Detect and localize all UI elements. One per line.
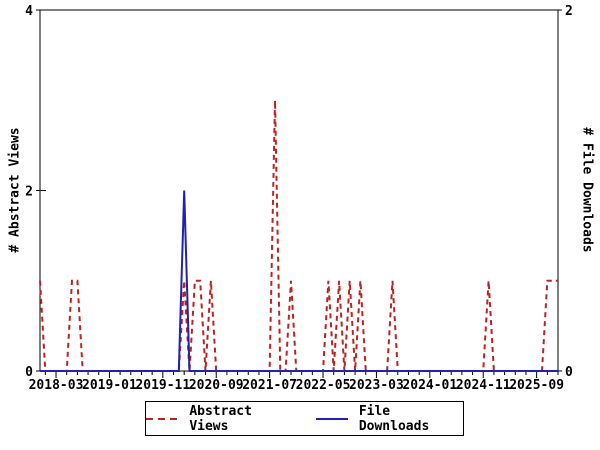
x-axis-tick-label: 2024-11 — [456, 378, 511, 393]
y-left-tick-label: 2 — [25, 185, 33, 200]
y-right-tick-label: 2 — [565, 4, 573, 19]
x-axis-tick-label: 2019-11 — [135, 378, 190, 393]
y-axis-label-left: # Abstract Views — [7, 127, 23, 253]
x-axis-tick-label: 2018-03 — [29, 378, 84, 393]
y-axis-label-right: # File Downloads — [579, 127, 595, 253]
legend: Abstract Views File Downloads — [145, 401, 464, 436]
legend-line-sample-abstract-views — [146, 417, 179, 420]
plot-frame — [39, 9, 559, 372]
legend-label-file-downloads: File Downloads — [358, 403, 430, 434]
x-axis-tick-label: 2025-09 — [509, 378, 564, 393]
legend-line-sample-file-downloads — [315, 417, 348, 420]
y-left-tick-label: 4 — [25, 4, 33, 19]
legend-label-abstract-views: Abstract Views — [189, 403, 252, 434]
series-line-file-downloads — [40, 190, 558, 372]
x-axis-tick-label: 2020-09 — [189, 378, 244, 393]
x-axis-tick-label: 2022-05 — [296, 378, 351, 393]
y-right-tick-label: 0 — [565, 365, 573, 380]
legend-item-abstract-views: Abstract Views — [146, 404, 294, 434]
x-axis-tick-label: 2023-03 — [349, 378, 404, 393]
legend-item-file-downloads: File Downloads — [315, 403, 464, 434]
y-left-tick-label: 0 — [25, 365, 33, 380]
x-axis-tick-label: 2021-07 — [242, 378, 297, 393]
x-axis-tick-label: 2024-01 — [402, 378, 457, 393]
x-axis-tick-label: 2019-01 — [82, 378, 137, 393]
